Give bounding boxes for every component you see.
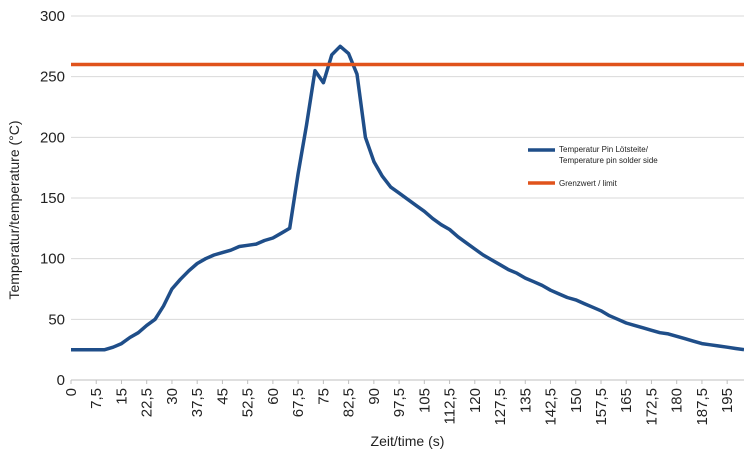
y-tick-label: 50 [48, 311, 65, 328]
x-tick-label: 0 [63, 388, 80, 396]
y-tick-label: 300 [40, 8, 65, 25]
x-axis-label: Zeit/time (s) [371, 433, 445, 449]
x-tick-label: 82,5 [341, 388, 358, 417]
x-tick-label: 45 [214, 388, 231, 405]
x-tick-label: 150 [568, 388, 585, 413]
x-tick-label: 135 [517, 388, 534, 413]
x-tick-label: 7,5 [88, 388, 105, 409]
x-tick-label: 37,5 [189, 388, 206, 417]
x-tick-label: 22,5 [139, 388, 156, 417]
x-tick-label: 180 [669, 388, 686, 413]
y-tick-label: 150 [40, 190, 65, 207]
x-tick-label: 112,5 [442, 388, 459, 424]
x-tick-label: 187,5 [694, 388, 711, 426]
legend: Temperatur Pin Lötsteite/Temperature pin… [528, 145, 658, 188]
series-line-temperature [71, 44, 744, 352]
x-tick-label: 127,5 [492, 388, 509, 426]
x-tick-label: 172,5 [643, 388, 660, 426]
x-tick-label: 165 [618, 388, 635, 413]
x-tick-label: 142,5 [543, 388, 560, 426]
y-axis-label: Temperatur/temperature (°C) [6, 120, 22, 299]
y-axis-ticks: 0 50 100 150 200 250 300 [40, 8, 65, 389]
x-tick-label: 195 [719, 388, 736, 413]
y-tick-label: 0 [57, 372, 65, 389]
x-tick-label: 67,5 [290, 388, 307, 417]
y-tick-label: 100 [40, 251, 65, 268]
x-tick-label: 105 [416, 388, 433, 413]
legend-label-temperature: Temperatur Pin Lötsteite/Temperature pin… [559, 145, 658, 165]
series-lines [71, 44, 744, 352]
x-tick-label: 120 [467, 388, 484, 413]
x-tick-label: 60 [265, 388, 282, 405]
x-tick-label: 90 [366, 388, 383, 405]
x-tick-label: 75 [315, 388, 332, 405]
x-tick-label: 97,5 [391, 388, 408, 417]
gridlines [71, 15, 744, 320]
x-axis-ticks: 0 7,5 15 22,5 30 37,5 45 52,5 60 67,5 75 82,5 90 97,5… [63, 380, 736, 426]
x-tick-label: 52,5 [240, 388, 257, 417]
legend-label-limit: Grenzwert / limit [559, 179, 618, 188]
y-tick-label: 250 [40, 69, 65, 86]
x-tick-label: 30 [164, 388, 181, 405]
x-tick-label: 15 [113, 388, 130, 405]
y-tick-label: 200 [40, 129, 65, 146]
x-tick-label: 157,5 [593, 388, 610, 426]
